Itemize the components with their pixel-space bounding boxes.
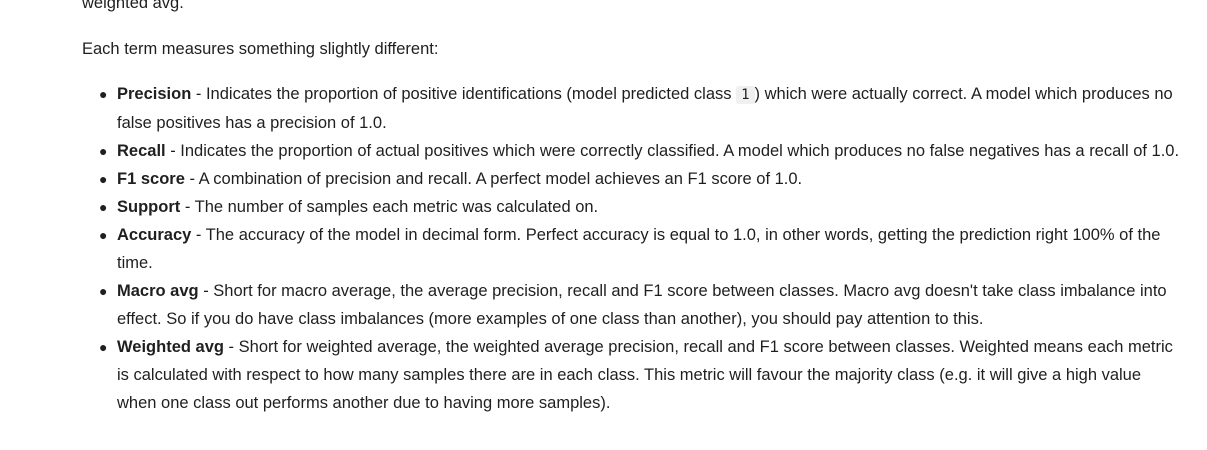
bullet-icon: ● <box>99 339 108 355</box>
term-description: - The number of samples each metric was … <box>180 198 599 216</box>
term-description: - Indicates the proportion of positive i… <box>191 85 737 103</box>
term-description: - A combination of precision and recall.… <box>184 170 803 188</box>
term-description: - Short for weighted average, the weight… <box>117 338 1173 412</box>
bullet-icon: ● <box>99 227 108 243</box>
intro-paragraph: Each term measures something slightly di… <box>82 40 439 58</box>
bullet-icon: ● <box>99 171 108 187</box>
list-item-weighted-avg: ● Weighted avg - Short for weighted aver… <box>99 333 1182 417</box>
bullet-icon: ● <box>99 199 108 215</box>
term-description: - Indicates the proportion of actual pos… <box>165 142 1180 160</box>
clipped-paragraph: weighted avg. <box>82 0 184 12</box>
document-content: weighted avg. Each term measures somethi… <box>82 0 1182 417</box>
metrics-list: ● Precision - Indicates the proportion o… <box>82 80 1182 417</box>
term-label: Support <box>117 198 181 216</box>
term-description: - Short for macro average, the average p… <box>117 282 1167 328</box>
bullet-icon: ● <box>99 86 108 102</box>
term-label: F1 score <box>117 170 185 188</box>
bullet-icon: ● <box>99 283 108 299</box>
list-item-recall: ● Recall - Indicates the proportion of a… <box>99 137 1182 165</box>
term-description-continued: ) which were actually correct. A model w… <box>117 85 1173 132</box>
inline-code: 1 <box>736 86 755 104</box>
list-item-support: ● Support - The number of samples each m… <box>99 193 1182 221</box>
term-label: Recall <box>117 142 166 160</box>
bullet-icon: ● <box>99 143 108 159</box>
term-description: - The accuracy of the model in decimal f… <box>117 226 1161 272</box>
list-item-macro-avg: ● Macro avg - Short for macro average, t… <box>99 277 1182 333</box>
list-item-f1-score: ● F1 score - A combination of precision … <box>99 165 1182 193</box>
list-item-precision: ● Precision - Indicates the proportion o… <box>99 80 1182 137</box>
term-label: Weighted avg <box>117 338 224 356</box>
term-label: Macro avg <box>117 282 199 300</box>
term-label: Accuracy <box>117 226 192 244</box>
list-item-accuracy: ● Accuracy - The accuracy of the model i… <box>99 221 1182 277</box>
term-label: Precision <box>117 85 192 103</box>
